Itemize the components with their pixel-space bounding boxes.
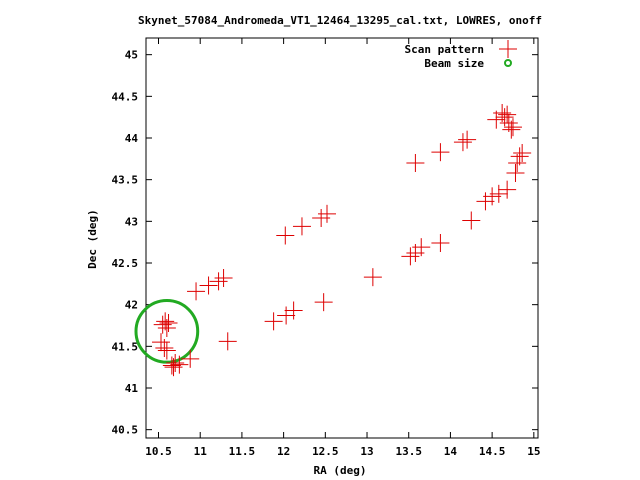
plot-frame: [145, 37, 539, 439]
x-tick: 11.5: [229, 38, 256, 458]
scan-point: [503, 118, 522, 137]
scan-point: [498, 180, 517, 199]
x-tick: 12: [277, 38, 290, 458]
scan-point: [277, 306, 296, 325]
y-tick-label: 42.5: [112, 257, 139, 270]
scan-point: [506, 164, 525, 182]
y-axis-label: Dec (deg): [86, 209, 99, 269]
legend: Scan pattern Beam size: [405, 40, 517, 70]
scan-point: [495, 108, 514, 127]
scan-point: [458, 130, 477, 149]
y-tick: 45: [125, 49, 538, 62]
y-tick-label: 45: [125, 49, 138, 62]
scan-point: [314, 293, 333, 312]
x-tick-label: 11.5: [229, 445, 256, 458]
scan-pattern-series: [152, 104, 532, 377]
scan-point: [412, 238, 431, 257]
scan-point: [431, 143, 450, 162]
scan-point: [214, 269, 233, 287]
y-tick-label: 41: [125, 382, 139, 395]
scan-point: [483, 187, 502, 206]
scan-point: [218, 332, 237, 351]
y-tick-label: 44.5: [112, 90, 139, 103]
scan-point: [406, 154, 425, 172]
y-axis-ticks: 40.5 41 41.5 42 42.5 43 43.5 44 44.5 45: [112, 49, 538, 437]
x-tick: 12.5: [312, 38, 339, 458]
scan-point: [502, 120, 521, 139]
scan-point: [513, 144, 532, 162]
scan-point: [462, 211, 481, 230]
y-tick: 43.5: [112, 174, 538, 187]
y-tick-label: 42: [125, 299, 138, 312]
x-tick-label: 14.5: [479, 445, 506, 458]
legend-marker-scan-pattern: [499, 40, 517, 58]
scan-point: [156, 312, 175, 331]
scan-point: [155, 339, 174, 357]
x-tick-label: 13.5: [395, 445, 422, 458]
legend-beam-circle: [504, 59, 512, 67]
scan-point: [498, 105, 517, 124]
legend-label-beam-size: Beam size: [424, 57, 484, 70]
scan-point: [476, 192, 495, 211]
x-tick-label: 12.5: [312, 445, 339, 458]
scan-point: [401, 247, 420, 266]
y-tick: 44.5: [112, 90, 538, 103]
plot-border: [145, 37, 539, 439]
x-tick-label: 12: [277, 445, 290, 458]
scan-point: [489, 184, 508, 203]
scan-point: [508, 154, 527, 172]
scan-point: [187, 282, 206, 301]
beam-size-circle: [134, 299, 200, 364]
scan-point: [284, 301, 303, 320]
x-tick: 10.5: [145, 38, 172, 458]
y-tick-label: 43: [125, 215, 138, 228]
x-axis-ticks: 10.5 11 11.5 12 12.5 13 13.5 14 14.5 15: [145, 38, 540, 458]
scan-point: [317, 204, 336, 223]
y-tick: 40.5: [112, 424, 538, 437]
scan-point: [157, 319, 176, 337]
x-tick: 13: [360, 38, 374, 458]
x-tick: 13.5: [395, 38, 422, 458]
scan-point: [453, 133, 472, 152]
scan-point: [166, 354, 185, 372]
y-tick-label: 41.5: [112, 340, 139, 353]
x-tick-label: 13: [360, 445, 373, 458]
x-tick-label: 10.5: [145, 445, 172, 458]
y-tick: 43: [125, 215, 538, 228]
x-tick-label: 15: [527, 445, 540, 458]
y-tick: 44: [125, 132, 538, 145]
scan-point: [264, 312, 283, 331]
y-tick: 42.5: [112, 257, 538, 270]
scan-point: [510, 147, 529, 166]
x-tick: 14.5: [479, 38, 506, 458]
beam-size-series: [134, 299, 200, 364]
scan-point: [431, 234, 450, 252]
x-tick: 14: [444, 38, 458, 458]
scan-point: [276, 226, 295, 245]
x-axis-label: RA (deg): [314, 464, 367, 477]
scan-point: [157, 341, 176, 360]
chart-title: Skynet_57084_Andromeda_VT1_12464_13295_c…: [138, 14, 542, 27]
y-tick: 41: [125, 382, 538, 395]
x-tick-label: 14: [444, 445, 458, 458]
scan-point: [162, 356, 181, 375]
y-tick: 41.5: [112, 340, 538, 353]
legend-marker-beam-size: [504, 59, 512, 67]
x-tick: 15: [527, 38, 540, 458]
legend-label-scan-pattern: Scan pattern: [405, 43, 484, 56]
y-tick-label: 40.5: [112, 424, 139, 437]
scan-point: [292, 217, 311, 236]
x-tick-label: 11: [194, 445, 208, 458]
x-tick: 11: [194, 38, 208, 458]
y-tick-label: 44: [125, 132, 139, 145]
scan-point: [493, 104, 512, 122]
scan-point: [209, 272, 228, 291]
scan-point: [181, 349, 200, 368]
scan-point: [199, 276, 218, 295]
scan-point: [159, 314, 178, 332]
y-tick-label: 43.5: [112, 174, 139, 187]
scan-point: [170, 355, 189, 374]
scan-point: [363, 268, 382, 287]
